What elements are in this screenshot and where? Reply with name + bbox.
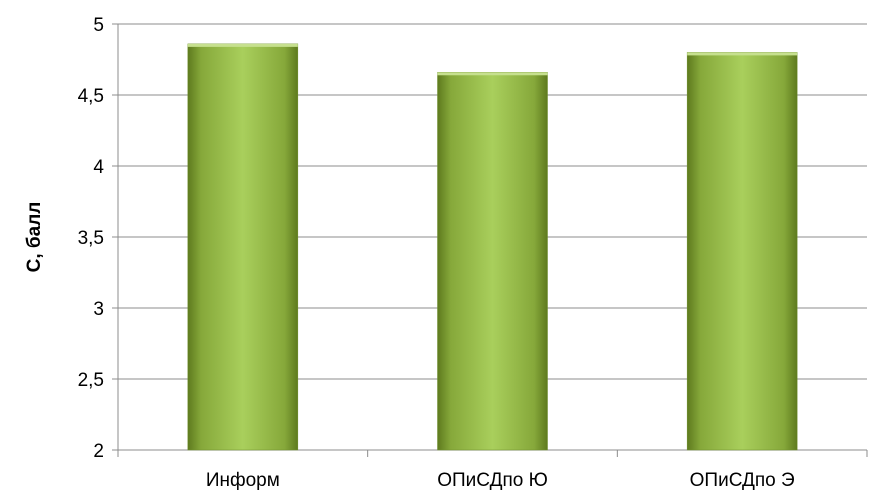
x-tick-label: ОПиСДпо Э	[690, 470, 795, 491]
y-tick-label: 4,5	[78, 86, 104, 107]
y-tick-label: 3	[93, 299, 104, 320]
y-tick-label: 4	[93, 157, 104, 178]
bar-top-highlight	[437, 72, 548, 76]
bar-1	[187, 43, 299, 451]
y-tick-label: 2,5	[78, 370, 104, 391]
y-tick-label: 2	[93, 441, 104, 462]
y-tick-label: 3,5	[78, 228, 104, 249]
bar-top-highlight	[687, 52, 798, 56]
x-tick-labels: Информ ОПиСДпо Ю ОПиСДпо Э	[206, 470, 795, 491]
x-tick-label: Информ	[206, 470, 280, 491]
bar-2	[437, 72, 548, 451]
y-tick-labels: 2 2,5 3 3,5 4 4,5 5	[78, 15, 105, 462]
y-tick-label: 5	[93, 15, 104, 36]
y-axis-title: С, балл	[24, 202, 45, 273]
x-tick-label: ОПиСДпо Ю	[437, 470, 548, 491]
bar-3	[686, 52, 798, 451]
bar-top-highlight	[187, 43, 298, 47]
bars	[187, 43, 798, 451]
